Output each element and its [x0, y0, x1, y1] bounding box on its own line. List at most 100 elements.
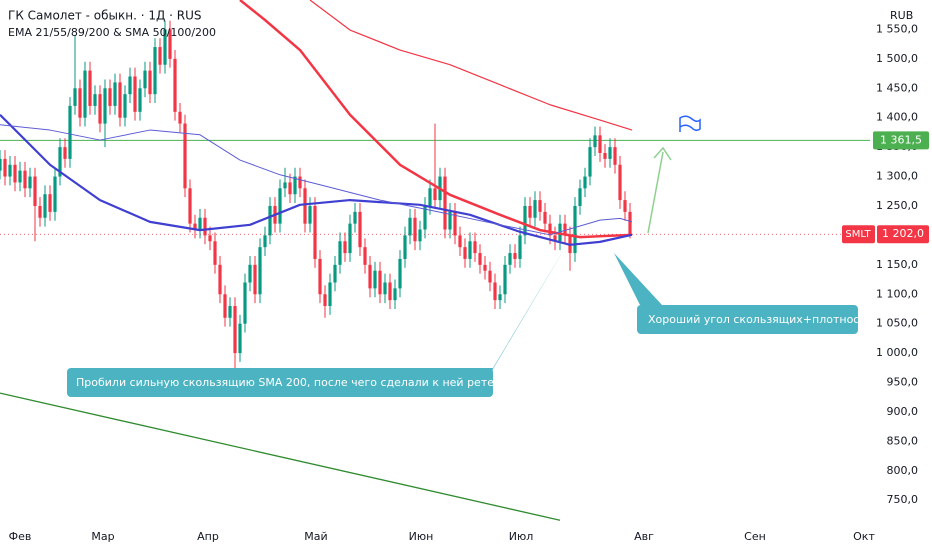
- candle-body: [403, 235, 407, 259]
- candle-body: [193, 223, 197, 230]
- candle-body: [468, 241, 472, 259]
- moving-average: [0, 124, 633, 236]
- candle-body: [148, 70, 152, 95]
- candle-body: [138, 88, 142, 112]
- candle-body: [553, 235, 557, 242]
- candle-body: [78, 88, 82, 118]
- candle-body: [368, 264, 372, 289]
- candle-body: [248, 264, 252, 283]
- candle-body: [53, 176, 57, 212]
- candle-body: [578, 188, 582, 206]
- y-tick-label: 950,0: [887, 376, 919, 389]
- y-tick-label: 1 250,0: [876, 199, 918, 212]
- candle-body: [48, 194, 52, 212]
- candle-body: [83, 70, 87, 118]
- candle-body: [153, 47, 157, 95]
- candle-body: [173, 58, 177, 112]
- candle-body: [588, 147, 592, 177]
- candle-body: [393, 288, 397, 301]
- candle-body: [343, 241, 347, 254]
- candle-body: [73, 88, 77, 106]
- candle-body: [233, 306, 237, 354]
- candle-body: [348, 223, 352, 254]
- candle-body: [453, 211, 457, 236]
- candle-body: [378, 270, 382, 295]
- candle-body: [548, 223, 552, 236]
- y-tick-label: 1 550,0: [876, 22, 918, 35]
- level-label: 1 361,5: [880, 133, 922, 146]
- y-tick-label: 1 450,0: [876, 81, 918, 94]
- candle-body: [298, 176, 302, 189]
- candle-body: [313, 205, 317, 259]
- x-tick-label: Сен: [744, 530, 766, 543]
- candle-body: [23, 170, 27, 189]
- x-tick-label: Авг: [634, 530, 654, 543]
- candle-body: [88, 70, 92, 106]
- plot-area: [0, 0, 870, 521]
- candle-body: [258, 247, 262, 295]
- candle-body: [583, 176, 587, 189]
- candle-body: [518, 235, 522, 259]
- candle-body: [498, 294, 502, 301]
- candle-body: [183, 123, 187, 189]
- candle-body: [533, 200, 537, 218]
- candle-body: [3, 158, 7, 177]
- arrow-head: [653, 146, 672, 161]
- candle-body: [18, 170, 22, 183]
- candle-body: [373, 270, 377, 289]
- candle-body: [603, 153, 607, 159]
- candle-body: [433, 188, 437, 201]
- candle-body: [608, 147, 612, 159]
- candle-body: [33, 176, 37, 206]
- annotation: Хороший угол скользящих+плотность: [648, 313, 872, 326]
- y-tick-label: 1 400,0: [876, 111, 918, 124]
- x-tick-label: Окт: [853, 530, 875, 543]
- x-tick-label: Апр: [197, 530, 219, 543]
- candle-body: [213, 241, 217, 265]
- last-price-label: 1 202,0: [882, 227, 924, 240]
- candle-body: [388, 282, 392, 301]
- candle-body: [93, 94, 97, 106]
- candle-body: [98, 94, 102, 124]
- candle-body: [208, 235, 212, 242]
- y-tick-label: 750,0: [887, 493, 919, 506]
- ticker-box: [842, 225, 875, 244]
- chart-subtitle: EMA 21/55/89/200 & SMA 50/100/200: [8, 26, 216, 39]
- x-tick-label: Июл: [509, 530, 534, 543]
- candle-body: [288, 182, 292, 195]
- candle-body: [63, 147, 67, 159]
- candle-body: [0, 158, 2, 171]
- candle-body: [238, 323, 242, 354]
- currency: RUB: [890, 9, 913, 22]
- candle-body: [613, 147, 617, 165]
- candle-body: [458, 235, 462, 248]
- candle-body: [228, 306, 232, 318]
- candle-body: [283, 182, 287, 189]
- y-tick-label: 1 000,0: [876, 346, 918, 359]
- candle-body: [513, 253, 517, 259]
- candle-body: [158, 47, 162, 65]
- y-tick-label: 900,0: [887, 405, 919, 418]
- candle-body: [253, 264, 257, 295]
- candle-body: [623, 200, 627, 212]
- candle-body: [203, 217, 207, 236]
- candle-body: [38, 205, 42, 218]
- candle-body: [508, 253, 512, 265]
- candle-body: [543, 211, 547, 224]
- x-tick-label: Фев: [9, 530, 32, 543]
- candle-body: [178, 111, 182, 124]
- candle-body: [13, 164, 17, 183]
- candle-body: [628, 211, 632, 235]
- y-tick-label: 1 100,0: [876, 287, 918, 300]
- candle-body: [218, 264, 222, 295]
- candle-body: [503, 264, 507, 295]
- y-tick-label: 1 300,0: [876, 170, 918, 183]
- candle-body: [413, 217, 417, 242]
- candle-body: [488, 270, 492, 283]
- candle-body: [303, 188, 307, 224]
- x-tick-label: Мар: [91, 530, 114, 543]
- moving-average: [0, 113, 633, 246]
- candle-body: [198, 217, 202, 230]
- candle-body: [133, 76, 137, 112]
